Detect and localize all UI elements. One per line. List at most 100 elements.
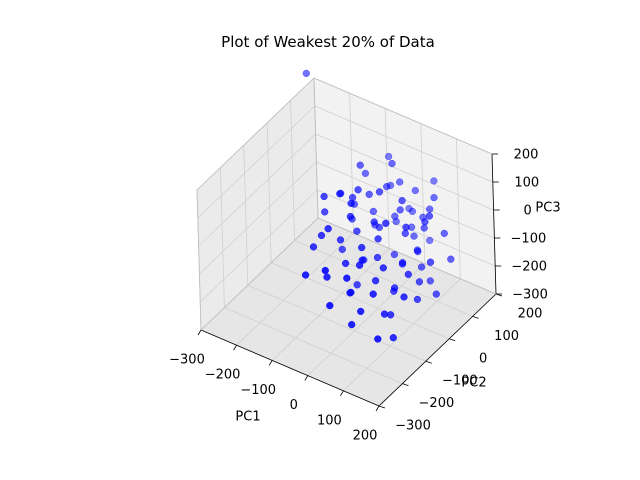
pane-edge [196, 77, 315, 191]
grid-line-y-floor [247, 284, 426, 362]
data-point [390, 284, 399, 292]
x-tick-mark [375, 405, 380, 412]
grid-line-y-side [220, 167, 225, 308]
x-tick-label: 100 [317, 413, 342, 428]
x-tick-label: 200 [353, 429, 378, 444]
data-point [430, 193, 438, 202]
data-point [426, 236, 434, 245]
data-point [402, 223, 410, 231]
z-tick-label: −100 [511, 232, 547, 247]
x-tick-mark [340, 390, 344, 397]
x-tick-label: −300 [169, 353, 205, 368]
data-point [338, 245, 346, 254]
data-point [369, 207, 378, 216]
z-axis-line [491, 153, 497, 295]
data-point [388, 159, 396, 168]
data-point [347, 199, 355, 208]
y-tick-mark [402, 383, 409, 386]
data-point [341, 259, 350, 268]
data-point [346, 212, 355, 221]
z-tick-label: −300 [512, 288, 548, 303]
pane-edge [313, 77, 493, 155]
data-point [309, 243, 318, 251]
grid-line-z-back [315, 133, 494, 211]
chart-title: Plot of Weakest 20% of Data [221, 33, 435, 51]
data-point [357, 307, 365, 316]
data-point [398, 260, 407, 268]
data-point [336, 236, 345, 244]
data-point [415, 278, 424, 286]
data-point [321, 266, 329, 275]
data-point [369, 290, 377, 298]
axes-lines [196, 77, 497, 407]
data-point [384, 152, 393, 161]
data-point [343, 274, 351, 282]
pane-edge [313, 77, 319, 219]
scatter-points [301, 69, 455, 343]
grid-line-y-floor [294, 240, 473, 317]
grid-line-z-side [199, 161, 317, 275]
data-point [396, 178, 404, 186]
z-tick-label: −200 [511, 260, 547, 275]
y-tick-label: −200 [419, 396, 455, 411]
y-tick-label: −100 [442, 374, 478, 389]
data-point [337, 189, 345, 198]
data-point [348, 320, 356, 329]
data-point [425, 212, 434, 220]
data-point [440, 229, 448, 238]
data-point [371, 277, 380, 285]
pane-side [197, 78, 318, 330]
axes-panes [197, 78, 496, 406]
data-point [302, 69, 310, 78]
x-axis-line [200, 329, 380, 407]
z-tick-label: 200 [514, 148, 539, 163]
data-point [353, 281, 361, 289]
grid-line-z-back [314, 105, 493, 183]
data-point [390, 250, 399, 259]
grid-line-z-side [198, 133, 316, 247]
y-tick-mark [472, 316, 479, 319]
data-point [374, 235, 382, 243]
y-tick-label: −300 [395, 419, 431, 434]
data-point [400, 293, 408, 301]
data-point [417, 263, 426, 271]
data-point [320, 192, 328, 201]
x-tick-label: −100 [240, 383, 276, 398]
pane-edge [200, 217, 319, 331]
x-tick-mark [233, 344, 237, 351]
data-point [389, 334, 397, 342]
data-point [398, 196, 406, 205]
grid-line-x-back [420, 123, 426, 264]
x-tick-label: −200 [205, 368, 241, 383]
data-point [317, 231, 326, 240]
pane-back [314, 78, 496, 294]
axes-labels: PC1 PC2 PC3 [235, 201, 560, 425]
grid-line-x-floor [343, 278, 461, 392]
grid-line-x-back [349, 93, 354, 234]
data-point [356, 161, 364, 169]
pane-edge [317, 217, 497, 295]
grid-line-y-side [266, 122, 272, 263]
data-point [391, 212, 399, 220]
data-point [430, 177, 438, 185]
z-tick-label: 0 [523, 204, 531, 219]
data-point [410, 232, 418, 240]
data-point [386, 311, 395, 319]
data-point [426, 277, 434, 285]
data-point [326, 301, 334, 310]
data-point [411, 186, 419, 195]
grid-line-x-floor [307, 263, 426, 376]
data-point [375, 188, 384, 196]
y-tick-label: 0 [479, 351, 487, 366]
data-point [358, 243, 366, 252]
data-point [421, 218, 429, 226]
x-tick-mark [197, 329, 202, 336]
x-axis-label: PC1 [235, 410, 260, 425]
y-axis-label: PC2 [461, 376, 486, 391]
data-point [380, 310, 389, 318]
data-point [426, 258, 435, 266]
data-point [404, 270, 412, 279]
data-point [413, 295, 422, 304]
grid-line-y-floor [224, 307, 403, 384]
